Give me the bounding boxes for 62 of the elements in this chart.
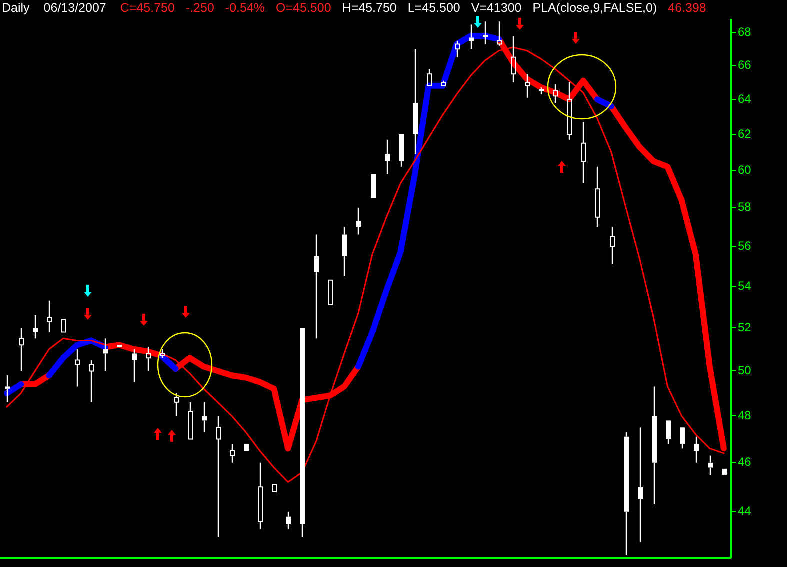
candlestick <box>300 328 305 538</box>
y-tick-label: 66 <box>738 58 752 72</box>
candlestick <box>694 436 699 464</box>
candlestick <box>47 300 52 333</box>
candlestick <box>314 234 319 340</box>
candlestick <box>356 207 361 236</box>
candlestick <box>595 166 600 228</box>
candlestick <box>75 348 80 388</box>
candlestick <box>174 392 179 417</box>
candlestick <box>624 432 629 556</box>
candlestick <box>19 327 24 372</box>
candlestick <box>103 338 108 372</box>
text: O=45.500 <box>276 1 332 15</box>
candlestick <box>230 443 235 464</box>
y-tick-label: 64 <box>738 92 752 106</box>
y-tick-label: 58 <box>738 200 752 214</box>
text: -0.54% <box>225 1 266 15</box>
candlestick <box>483 21 488 45</box>
candlestick <box>146 346 151 372</box>
text: L=45.500 <box>408 1 460 15</box>
text: C=45.750 <box>120 1 175 15</box>
candlestick <box>89 360 94 404</box>
chart-subtitle: 06/13/2007 <box>44 1 106 15</box>
candlestick <box>638 427 643 543</box>
y-tick-label: 46 <box>738 455 752 470</box>
candlestick <box>5 375 10 404</box>
text: H=45.750 <box>342 1 397 15</box>
candlestick <box>497 21 502 46</box>
y-tick-label: 44 <box>738 504 752 518</box>
candlestick <box>286 511 291 530</box>
candlestick <box>202 402 207 433</box>
candlestick <box>567 82 572 140</box>
y-tick-label: 54 <box>738 278 752 293</box>
candlestick <box>455 40 460 58</box>
candlestick <box>258 462 263 530</box>
candlestick <box>33 314 38 340</box>
text: 46.398 <box>668 1 706 15</box>
candlestick <box>652 386 657 505</box>
candlestick <box>610 226 615 265</box>
text: V=41300 <box>471 1 522 15</box>
candlestick <box>581 122 586 184</box>
candlestick <box>132 348 137 383</box>
y-tick-label: 68 <box>738 25 752 40</box>
y-tick-label: 62 <box>738 126 752 141</box>
chart-title: Daily <box>2 1 30 15</box>
candlestick <box>342 226 347 277</box>
y-tick-label: 52 <box>738 320 752 334</box>
y-tick-label: 60 <box>738 162 752 177</box>
candlestick <box>708 455 713 476</box>
y-tick-label: 50 <box>738 364 752 378</box>
candlestick <box>216 416 221 538</box>
text: PLA(close,9,FALSE,0) <box>532 1 658 15</box>
candlestick <box>469 24 474 50</box>
text: -.250 <box>186 1 214 15</box>
candlestick <box>188 402 193 440</box>
candlestick <box>385 139 390 175</box>
y-tick-label: 56 <box>738 238 752 253</box>
y-tick-label: 48 <box>738 408 752 422</box>
candlestick <box>525 73 530 98</box>
candlestick <box>413 48 418 155</box>
candlestick <box>553 84 558 104</box>
candlestick <box>511 36 516 84</box>
